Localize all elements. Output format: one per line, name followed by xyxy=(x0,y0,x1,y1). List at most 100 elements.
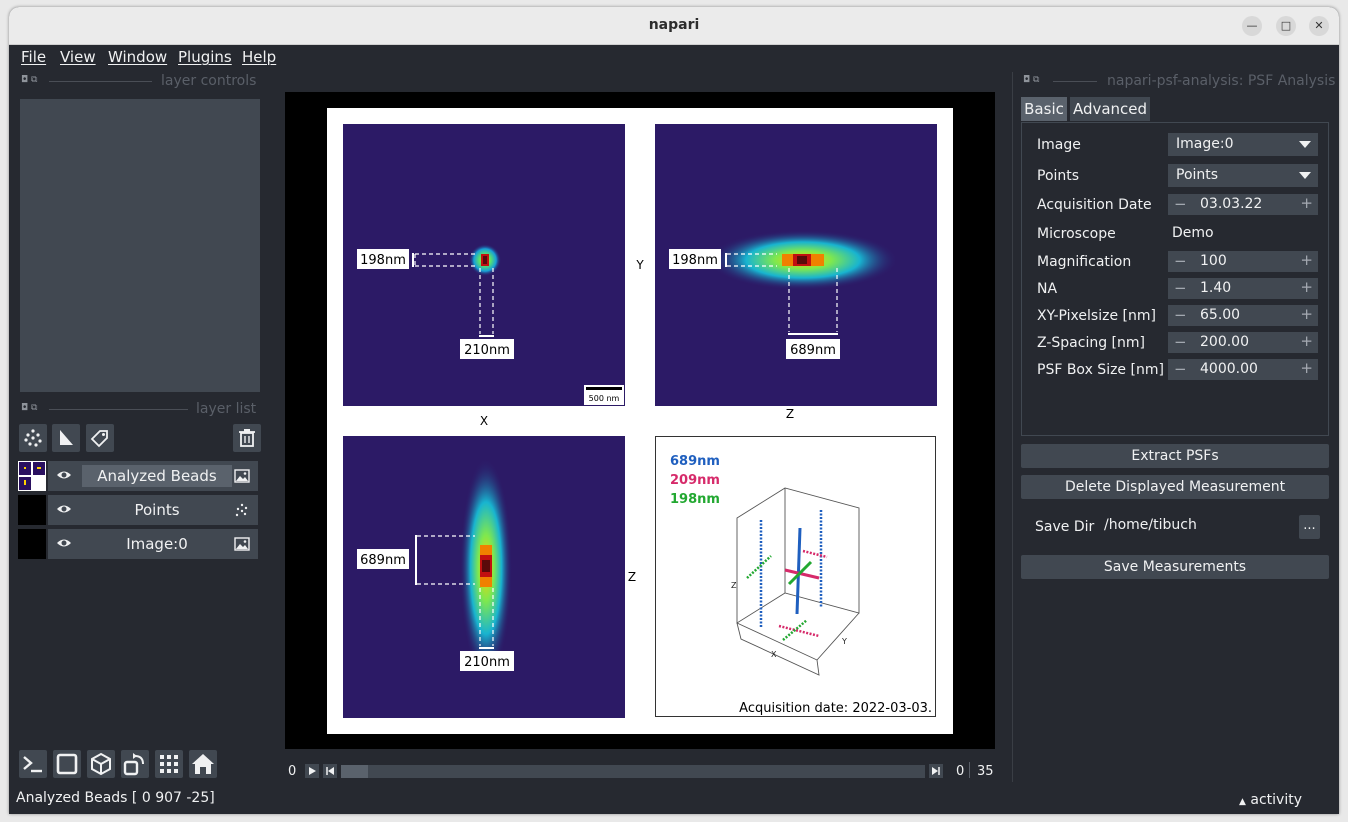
minus-icon[interactable]: − xyxy=(1174,279,1187,297)
layer-row-points[interactable]: Points xyxy=(18,495,259,525)
delete-layer-button[interactable] xyxy=(233,424,261,452)
menu-file[interactable]: File xyxy=(21,48,47,66)
menu-help[interactable]: Help xyxy=(242,48,277,66)
minus-icon[interactable]: − xyxy=(1174,306,1187,324)
menu-window[interactable]: Window xyxy=(108,48,168,66)
viewer-canvas[interactable]: 198nm 210nm 500 nm X Y 198nm xyxy=(285,92,995,749)
3d-box xyxy=(736,487,860,676)
minus-icon[interactable]: − xyxy=(1174,360,1187,378)
psf-box-size-value: 4000.00 xyxy=(1200,361,1258,377)
summary-panel xyxy=(655,436,936,717)
activity-button[interactable]: ▲ activity xyxy=(1239,792,1302,808)
psf-figure: 198nm 210nm 500 nm X Y 198nm xyxy=(327,108,953,734)
save-measurements-button[interactable]: Save Measurements xyxy=(1021,555,1329,579)
image-select[interactable]: Image:0 xyxy=(1168,133,1318,156)
dock-float-icon[interactable]: ◘ ⧉ xyxy=(21,75,38,85)
axis-z-bottom-label: Z xyxy=(786,407,794,421)
points-icon xyxy=(235,503,248,517)
delete-measurement-button[interactable]: Delete Displayed Measurement xyxy=(1021,475,1329,499)
dock-splitter[interactable] xyxy=(1012,72,1013,782)
activity-label: activity xyxy=(1250,792,1302,808)
plus-icon[interactable]: + xyxy=(1300,332,1313,350)
browse-button[interactable]: ... xyxy=(1299,515,1320,539)
menu-view[interactable]: View xyxy=(60,48,96,66)
tag-icon xyxy=(90,430,108,448)
acquisition-date-label: Acquisition date: 2022-03-03. xyxy=(739,701,932,716)
plus-icon[interactable]: + xyxy=(1300,305,1313,323)
close-button[interactable]: ✕ xyxy=(1309,16,1329,36)
layer-row-analyzed-beads[interactable]: Analyzed Beads xyxy=(18,461,259,491)
play-icon[interactable] xyxy=(305,764,319,778)
dims-thumb[interactable] xyxy=(341,765,368,778)
eye-icon[interactable] xyxy=(56,535,72,551)
axis-y-label: Y xyxy=(635,258,644,272)
layer-thumbnail xyxy=(18,461,46,491)
minus-icon[interactable]: − xyxy=(1174,195,1187,213)
new-shapes-layer-button[interactable] xyxy=(52,424,80,452)
minimize-button[interactable]: — xyxy=(1242,16,1262,36)
minus-icon[interactable]: − xyxy=(1174,333,1187,351)
layer-name[interactable]: Analyzed Beads xyxy=(82,465,232,487)
tab-basic[interactable]: Basic xyxy=(1021,97,1067,121)
layer-thumbnail xyxy=(18,495,46,525)
acquisition-date-field[interactable]: − 03.03.22 + xyxy=(1168,194,1318,215)
microscope-input[interactable]: Demo xyxy=(1168,223,1318,246)
layer-name[interactable]: Points xyxy=(82,499,232,521)
z-axis-fit xyxy=(795,527,802,615)
layer-row-image-0[interactable]: Image:0 xyxy=(18,529,259,559)
points-select[interactable]: Points xyxy=(1168,164,1318,187)
dims-slider: 0 0 35 xyxy=(285,760,1015,782)
menu-plugins[interactable]: Plugins xyxy=(178,48,232,66)
toggle-ndisplay-button[interactable] xyxy=(53,750,81,778)
plus-icon[interactable]: + xyxy=(1300,278,1313,296)
layer-name[interactable]: Image:0 xyxy=(82,533,232,555)
layer-list-float-icon[interactable]: ◘ ⧉ xyxy=(21,403,38,413)
yz-fwhm-z-label: 689nm xyxy=(790,343,836,358)
layer-body: Image:0 xyxy=(48,529,258,559)
transpose-button[interactable] xyxy=(121,750,149,778)
layer-thumbnail xyxy=(18,529,46,559)
xy-pixelsize-field[interactable]: − 65.00 + xyxy=(1168,305,1318,326)
na-value: 1.40 xyxy=(1200,280,1232,296)
home-button[interactable] xyxy=(189,750,217,778)
points-icon xyxy=(24,429,42,447)
xy-pixelsize-value: 65.00 xyxy=(1200,307,1241,323)
console-button[interactable] xyxy=(19,750,47,778)
plus-icon[interactable]: + xyxy=(1300,251,1313,269)
new-points-layer-button[interactable] xyxy=(19,424,47,452)
save-dir-value: /home/tibuch xyxy=(1104,517,1197,533)
layer-list-title: layer list xyxy=(196,401,257,417)
dims-track[interactable] xyxy=(341,765,925,778)
plus-icon[interactable]: + xyxy=(1300,194,1313,212)
3d-axis-y-label: Y xyxy=(841,637,847,646)
layer-body: Points xyxy=(48,495,258,525)
plugin-dock-divider xyxy=(1053,81,1097,82)
eye-icon[interactable] xyxy=(56,467,72,483)
extract-psfs-button[interactable]: Extract PSFs xyxy=(1021,444,1329,468)
step-forward-icon[interactable] xyxy=(929,764,943,778)
dims-start: 0 xyxy=(288,764,297,779)
y-axis-fit xyxy=(784,568,820,580)
x-axis-fit xyxy=(787,560,813,586)
step-back-icon[interactable] xyxy=(323,764,337,778)
status-text: Analyzed Beads [ 0 907 -25] xyxy=(16,790,215,806)
eye-icon[interactable] xyxy=(56,501,72,517)
home-icon xyxy=(192,754,214,774)
plugin-dock-float-icon[interactable]: ◘ ⧉ xyxy=(1023,75,1040,85)
new-labels-layer-button[interactable] xyxy=(86,424,114,452)
legend-z-value: 689nm xyxy=(670,454,720,469)
napari-window: napari — □ ✕ File View Window Plugins He… xyxy=(9,7,1339,814)
grid-view-button[interactable] xyxy=(155,750,183,778)
roll-dims-button[interactable] xyxy=(87,750,115,778)
dims-current: 0 xyxy=(956,764,965,779)
na-field[interactable]: − 1.40 + xyxy=(1168,278,1318,299)
maximize-button[interactable]: □ xyxy=(1276,16,1296,36)
save-dir-label: Save Dir xyxy=(1035,519,1095,535)
magnification-field[interactable]: − 100 + xyxy=(1168,251,1318,272)
plus-icon[interactable]: + xyxy=(1300,359,1313,377)
psf-box-size-field[interactable]: − 4000.00 + xyxy=(1168,359,1318,380)
minus-icon[interactable]: − xyxy=(1174,252,1187,270)
save-dir-input[interactable]: /home/tibuch xyxy=(1100,515,1294,539)
tab-advanced[interactable]: Advanced xyxy=(1070,97,1150,121)
z-spacing-field[interactable]: − 200.00 + xyxy=(1168,332,1318,353)
